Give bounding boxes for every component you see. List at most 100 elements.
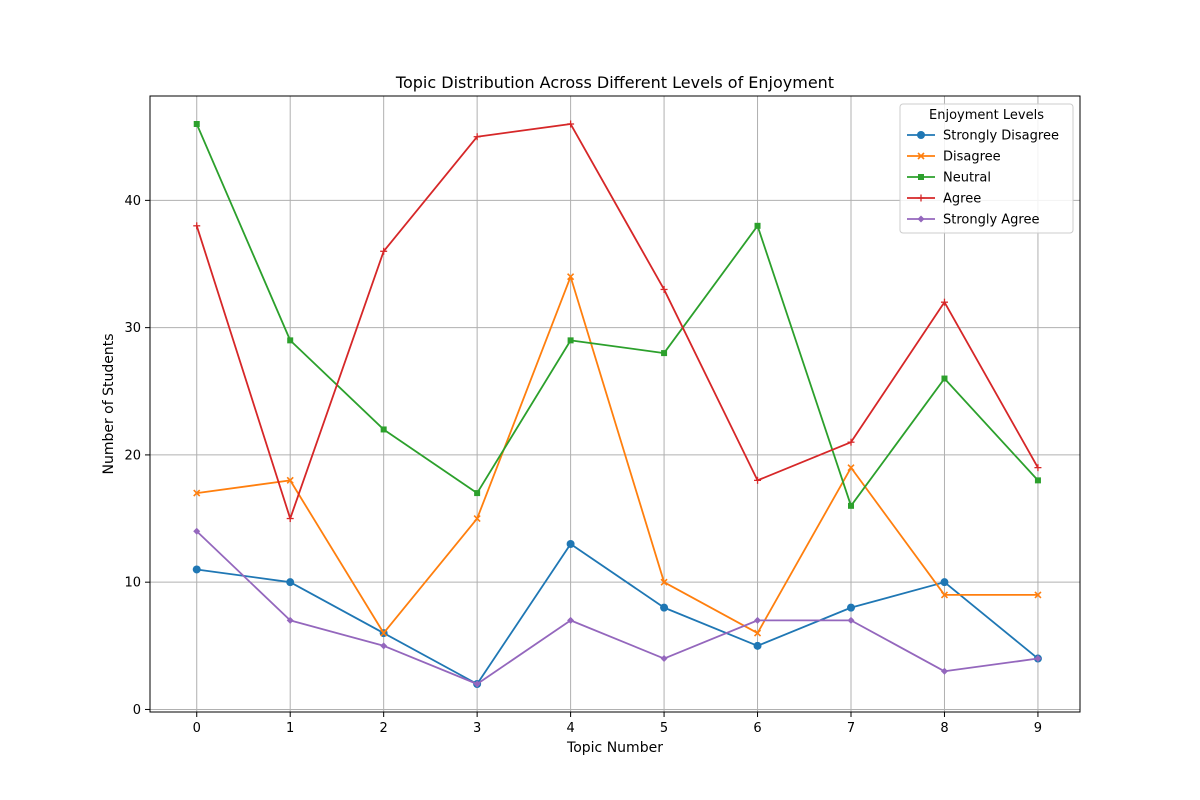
legend-marker [917, 152, 925, 160]
x-tick-label: 3 [473, 721, 481, 736]
data-point-agree [567, 120, 575, 128]
legend-entry-strongly-disagree: Strongly Disagree [907, 129, 1059, 144]
legend-box [899, 103, 1074, 234]
data-point-strongly-agree [193, 527, 201, 535]
data-point-disagree [847, 464, 855, 472]
data-point-strongly-disagree [847, 603, 856, 612]
legend-marker [918, 174, 924, 180]
data-point-disagree [1034, 591, 1042, 599]
legend-entry-neutral: Neutral [907, 171, 991, 186]
data-point-strongly-agree [847, 616, 855, 624]
y-tick-label: 10 [124, 576, 141, 591]
data-point-strongly-agree [754, 616, 762, 624]
data-point-strongly-agree [286, 616, 294, 624]
legend-label: Agree [943, 192, 981, 207]
x-tick-label: 0 [193, 721, 201, 736]
data-point-disagree [380, 629, 388, 637]
data-point-strongly-disagree [753, 641, 762, 650]
legend-label: Disagree [943, 150, 1001, 165]
data-point-agree [940, 298, 948, 306]
data-point-strongly-disagree [660, 603, 669, 612]
data-point-disagree [753, 629, 762, 637]
data-point-disagree [940, 591, 949, 599]
data-point-neutral [848, 502, 855, 509]
marker-stroke [917, 152, 925, 160]
data-point-strongly-disagree [192, 565, 201, 574]
chart-title: Topic Distribution Across Different Leve… [395, 73, 834, 92]
series-line-strongly-disagree [196, 543, 1039, 685]
data-point-strongly-agree [380, 642, 388, 650]
data-point-agree [847, 438, 855, 446]
data-point-disagree [286, 476, 294, 484]
x-tick-label: 2 [380, 721, 388, 736]
series-layer [192, 120, 1042, 688]
data-point-neutral [661, 350, 668, 357]
legend-marker [917, 194, 925, 202]
marker-stroke [753, 629, 762, 637]
data-point-neutral [941, 375, 948, 382]
series-line-disagree [196, 275, 1038, 634]
legend-entry-strongly-agree: Strongly Agree [907, 213, 1040, 228]
x-axis-title: Topic Number [566, 740, 663, 756]
data-point-disagree [473, 514, 481, 523]
marker-stroke [567, 273, 575, 281]
legend-marker [917, 215, 925, 223]
y-tick-label: 40 [124, 194, 141, 209]
data-point-neutral [380, 426, 387, 433]
x-tick-label: 1 [286, 721, 294, 736]
data-point-agree [660, 285, 668, 293]
data-point-strongly-disagree [940, 578, 949, 587]
x-tick-label: 9 [1034, 721, 1042, 736]
legend-label: Neutral [943, 171, 991, 186]
legend-title: Enjoyment Levels [929, 108, 1044, 123]
legend-entry-agree: Agree [907, 192, 981, 207]
marker-stroke [660, 578, 668, 586]
legend-label: Strongly Agree [943, 213, 1040, 228]
data-point-disagree [567, 273, 575, 281]
data-point-neutral [754, 222, 761, 229]
series-strongly-agree [193, 527, 1042, 688]
data-point-neutral [1034, 477, 1041, 484]
legend: Enjoyment Levels Strongly Disagree Disagre… [899, 103, 1074, 234]
axes: 0 1 2 3 4 5 6 7 8 9 0 10 20 30 40 [124, 194, 1042, 736]
legend-label: Strongly Disagree [943, 129, 1059, 144]
marker-stroke [1034, 591, 1042, 599]
data-point-neutral [287, 337, 294, 344]
x-tick-label: 4 [566, 721, 574, 736]
legend-marker [917, 131, 925, 139]
data-point-strongly-disagree [566, 540, 575, 548]
marker-stroke [473, 514, 481, 523]
data-point-agree [380, 247, 388, 255]
x-tick-label: 5 [660, 721, 668, 736]
series-disagree [193, 273, 1042, 637]
data-point-strongly-disagree [286, 578, 295, 587]
data-point-agree [1034, 464, 1042, 472]
data-point-agree [754, 476, 762, 484]
y-tick-label: 20 [124, 448, 141, 463]
series-line-strongly-agree [196, 530, 1039, 685]
y-axis-title: Number of Students [101, 333, 117, 474]
data-point-strongly-agree [567, 616, 575, 624]
plot-frame [149, 95, 1081, 713]
data-point-strongly-agree [660, 655, 668, 663]
marker-stroke [380, 629, 388, 637]
series-line-agree [195, 123, 1039, 520]
data-point-neutral [193, 121, 200, 127]
data-point-strongly-agree [473, 680, 481, 688]
x-tick-label: 6 [753, 721, 761, 736]
y-tick-label: 30 [124, 321, 141, 336]
data-point-strongly-agree [940, 667, 948, 675]
data-point-neutral [474, 490, 481, 497]
series-agree [193, 120, 1042, 523]
marker-stroke [193, 489, 201, 497]
data-point-agree [473, 133, 481, 141]
marker-stroke [940, 591, 949, 599]
data-point-neutral [567, 337, 574, 344]
marker-stroke [847, 464, 855, 472]
legend-entry-disagree: Disagree [907, 150, 1001, 165]
data-point-agree [193, 222, 201, 230]
marker-stroke [286, 476, 294, 484]
x-tick-label: 7 [847, 721, 855, 736]
x-tick-label: 8 [940, 721, 948, 736]
